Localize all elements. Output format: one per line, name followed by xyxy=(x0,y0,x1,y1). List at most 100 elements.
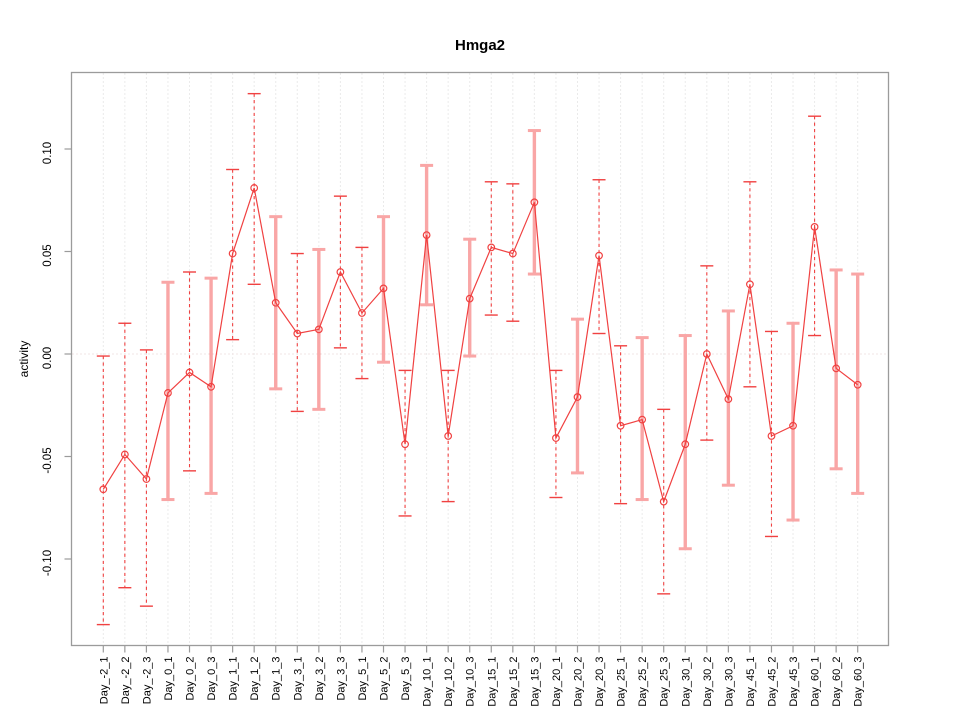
error-bar xyxy=(549,369,563,499)
error-bars-layer xyxy=(96,92,865,626)
x-tick-label: Day_0_1 xyxy=(163,657,175,701)
grid-layer xyxy=(72,73,888,645)
y-tick-label: -0.10 xyxy=(42,550,54,576)
x-tick-label: Day_25_1 xyxy=(616,657,628,707)
data-point xyxy=(228,249,237,258)
series-line xyxy=(102,187,859,504)
data-point xyxy=(746,280,754,289)
data-point xyxy=(444,432,453,440)
chart-title: Hmga2 xyxy=(455,37,505,54)
x-tick-label: Day_1_3 xyxy=(271,657,283,701)
x-tick-label: Day_10_2 xyxy=(443,657,455,707)
data-point xyxy=(293,329,302,338)
x-tick-label: Day_30_3 xyxy=(723,657,735,707)
data-point xyxy=(853,380,862,389)
x-tick-label: Day_25_2 xyxy=(637,657,649,707)
plot-frame xyxy=(70,71,890,647)
error-bar xyxy=(96,355,110,626)
data-point xyxy=(185,368,194,377)
x-tick-label: Day_3_3 xyxy=(335,657,347,701)
y-tick-label: 0.00 xyxy=(42,347,54,369)
x-tick-label: Day_20_3 xyxy=(594,657,606,707)
data-point xyxy=(314,325,323,334)
data-point xyxy=(810,222,819,231)
data-point xyxy=(120,450,129,459)
data-point xyxy=(164,389,172,397)
x-tick-label: Day_1_2 xyxy=(249,657,261,701)
x-tick-label: Day_30_2 xyxy=(702,657,714,707)
data-point xyxy=(573,393,582,401)
data-point xyxy=(530,198,539,207)
data-point xyxy=(702,350,711,358)
x-tick-label: Day_60_3 xyxy=(853,657,865,707)
x-tick-label: Day_-2_2 xyxy=(120,657,132,705)
error-bar xyxy=(118,322,132,589)
x-tick-label: Day_15_1 xyxy=(486,657,498,707)
x-tick-label: Day_10_3 xyxy=(465,657,477,707)
x-tick-label: Day_30_1 xyxy=(680,657,692,707)
x-tick-label: Day_20_2 xyxy=(572,657,584,707)
x-tick-label: Day_1_1 xyxy=(228,657,240,701)
error-bar xyxy=(333,195,347,349)
data-point xyxy=(379,284,388,293)
error-bar xyxy=(161,280,175,502)
x-tick-label: Day_60_2 xyxy=(831,657,843,707)
data-point xyxy=(767,432,776,440)
error-bar xyxy=(829,268,843,471)
y-tick-label: -0.05 xyxy=(42,447,54,473)
data-point xyxy=(638,415,647,424)
y-tick-label: 0.05 xyxy=(42,244,54,266)
data-point xyxy=(99,485,108,494)
axis-layer: Day_-2_1 Day_-2_2 Day_-2_3 Day_0_1 Day_0_2 Da… xyxy=(42,142,865,707)
x-tick-label: Day_45_1 xyxy=(745,657,757,707)
data-point xyxy=(465,294,474,303)
error-bar xyxy=(183,271,197,472)
data-point xyxy=(336,268,345,276)
data-point xyxy=(659,497,668,506)
x-tick-label: Day_15_3 xyxy=(529,657,541,707)
data-point xyxy=(616,421,625,430)
data-point xyxy=(358,309,366,317)
x-tick-label: Day_5_3 xyxy=(400,657,412,701)
error-bar xyxy=(247,92,261,285)
data-point xyxy=(422,231,431,240)
x-tick-label: Day_20_1 xyxy=(551,657,563,707)
data-point xyxy=(832,364,841,373)
x-tick-label: Day_-2_1 xyxy=(98,657,110,705)
data-point xyxy=(207,382,215,391)
x-tick-label: Day_15_2 xyxy=(508,657,520,707)
x-tick-label: Day_-2_3 xyxy=(141,657,153,705)
x-tick-label: Day_5_2 xyxy=(379,657,391,701)
x-tick-label: Day_10_1 xyxy=(422,657,434,707)
x-tick-label: Day_0_3 xyxy=(206,657,218,701)
x-tick-label: Day_45_2 xyxy=(766,657,778,707)
data-point xyxy=(789,421,797,430)
error-bar xyxy=(851,272,865,495)
error-bar xyxy=(506,183,520,322)
error-bar xyxy=(700,265,714,441)
error-bar xyxy=(635,336,649,502)
data-point xyxy=(724,395,733,404)
error-bar xyxy=(808,115,822,337)
data-point xyxy=(401,440,409,449)
x-tick-label: Day_3_1 xyxy=(292,657,304,701)
x-tick-label: Day_60_1 xyxy=(810,657,822,707)
data-point xyxy=(552,434,560,442)
x-tick-label: Day_3_2 xyxy=(314,657,326,701)
data-point xyxy=(508,249,517,258)
x-tick-label: Day_0_2 xyxy=(185,657,197,701)
series-layer xyxy=(102,187,859,504)
x-tick-label: Day_5_1 xyxy=(357,657,369,701)
x-tick-label: Day_45_3 xyxy=(788,657,800,707)
x-tick-label: Day_25_3 xyxy=(659,657,671,707)
data-point xyxy=(487,243,496,252)
y-tick-label: 0.10 xyxy=(42,142,54,164)
data-point xyxy=(142,475,151,483)
markers-layer xyxy=(99,184,862,506)
data-point xyxy=(271,298,280,307)
data-point xyxy=(681,440,690,449)
y-axis-title: activity xyxy=(17,341,31,378)
data-point xyxy=(250,184,259,192)
